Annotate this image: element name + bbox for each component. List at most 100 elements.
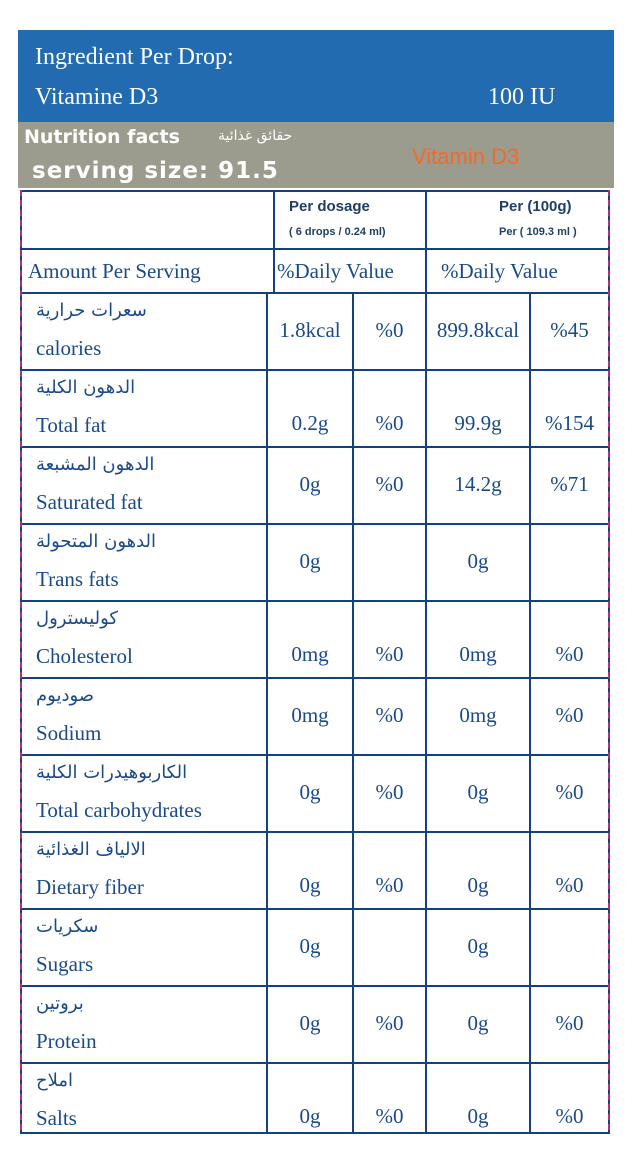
per-dosage-percent: %0 xyxy=(375,318,404,342)
per-dosage-amount-cell: 0mg xyxy=(268,679,354,756)
per-100g-percent-cell: %0 xyxy=(531,833,608,910)
nutrient-name-ar: الدهون المشبعة xyxy=(36,454,155,475)
nutrient-name-ar: سعرات حرارية xyxy=(36,300,147,321)
per-100g-percent-cell: %0 xyxy=(531,756,608,833)
per-dosage-amount-cell: 1.8kcal xyxy=(268,294,354,371)
per-100g-percent: %0 xyxy=(555,873,584,897)
per-100g-amount-cell: 899.8kcal xyxy=(427,294,531,371)
per-100g-percent: %0 xyxy=(555,642,584,666)
nutrient-label-cell: الدهون المشبعة Saturated fat xyxy=(22,448,268,525)
per-100g-amount-cell: 0g xyxy=(427,525,531,602)
per-dosage-percent-cell: %0 xyxy=(354,833,427,910)
per-dosage-amount-cell: 0g xyxy=(268,833,354,910)
per-100g-percent: %71 xyxy=(550,472,589,496)
per-100g-percent-cell: %45 xyxy=(531,294,608,371)
per-dosage-percent: %0 xyxy=(375,780,404,804)
per-dosage-amount: 1.8kcal xyxy=(279,318,341,342)
per-100g-amount-cell: 0mg xyxy=(427,679,531,756)
per-100g-amount-cell: 0g xyxy=(427,1064,531,1132)
per-100g-percent: %0 xyxy=(555,1011,584,1035)
per-dosage-percent: %0 xyxy=(375,1011,404,1035)
per-dosage-amount: 0mg xyxy=(291,703,329,727)
per-dosage-percent-cell xyxy=(354,525,427,602)
nutrient-name-en: Saturated fat xyxy=(36,490,143,514)
nutrient-name-ar: املاح xyxy=(36,1070,74,1091)
per-dosage-amount-cell: 0g xyxy=(268,1064,354,1132)
per-dosage-amount-cell: 0mg xyxy=(268,602,354,679)
nutrient-name-ar: الالياف الغذائية xyxy=(36,839,146,860)
per-dosage-percent: %0 xyxy=(375,642,404,666)
nutrition-table: Per dosage ( 6 drops / 0.24 ml) Per (100… xyxy=(20,190,610,1134)
per-dosage-amount-cell: 0.2g xyxy=(268,371,354,448)
per-100g-amount: 0g xyxy=(467,549,489,573)
per-100g-amount: 899.8kcal xyxy=(436,318,520,342)
header-blank-cell xyxy=(22,192,275,250)
per-100g-amount-cell: 0mg xyxy=(427,602,531,679)
per-dosage-percent: %0 xyxy=(375,873,404,897)
per-100g-percent: %154 xyxy=(545,411,594,435)
nutrient-label-cell: الكاربوهيدرات الكلية Total carbohydrates xyxy=(22,756,268,833)
per-100g-amount-cell: 99.9g xyxy=(427,371,531,448)
per-100g-amount-cell: 14.2g xyxy=(427,448,531,525)
per-dosage-amount: 0mg xyxy=(291,642,329,666)
per-100g-percent-cell xyxy=(531,525,608,602)
per-dosage-amount: 0g xyxy=(299,934,321,958)
daily-value-header-2: %Daily Value xyxy=(427,250,608,294)
per-dosage-percent: %0 xyxy=(375,472,404,496)
per-100g-percent-cell: %71 xyxy=(531,448,608,525)
per-dosage-percent-cell: %0 xyxy=(354,679,427,756)
per-dosage-percent-cell: %0 xyxy=(354,448,427,525)
nutrient-label-cell: سكريات Sugars xyxy=(22,910,268,987)
per-dosage-amount-cell: 0g xyxy=(268,525,354,602)
per-100g-percent-cell: %0 xyxy=(531,1064,608,1132)
per-100g-header: Per (100g) Per ( 109.3 ml ) xyxy=(427,192,608,250)
per-dosage-percent-cell: %0 xyxy=(354,602,427,679)
ingredient-name: Vitamine D3 xyxy=(35,84,159,110)
left-edge-mark xyxy=(20,190,24,1130)
per-100g-amount: 0mg xyxy=(459,642,497,666)
per-100g-percent: %45 xyxy=(550,318,589,342)
nutrient-name-en: Sodium xyxy=(36,721,102,745)
nutrient-name-en: Salts xyxy=(36,1106,77,1130)
per-dosage-amount-cell: 0g xyxy=(268,910,354,987)
amount-per-serving-label: Amount Per Serving xyxy=(28,259,201,283)
per-dosage-percent-cell: %0 xyxy=(354,987,427,1064)
per-100g-percent-cell: %154 xyxy=(531,371,608,448)
per-dosage-title: Per dosage xyxy=(289,198,370,215)
nutrient-name-en: Dietary fiber xyxy=(36,875,144,899)
per-dosage-header: Per dosage ( 6 drops / 0.24 ml) xyxy=(275,192,427,250)
per-100g-percent-cell: %0 xyxy=(531,602,608,679)
daily-value-header-1: %Daily Value xyxy=(275,250,427,294)
per-dosage-amount: 0g xyxy=(299,873,321,897)
nutrient-label-cell: سعرات حرارية calories xyxy=(22,294,268,371)
nutrient-label-cell: الدهون الكلية Total fat xyxy=(22,371,268,448)
per-100g-percent: %0 xyxy=(555,1104,584,1128)
right-edge-mark xyxy=(608,190,612,1130)
per-dosage-amount: 0g xyxy=(299,472,321,496)
per-dosage-percent: %0 xyxy=(375,411,404,435)
nutrition-banner: Nutrition facts حقائق غذائية serving siz… xyxy=(18,122,614,188)
nutrient-name-ar: كوليسترول xyxy=(36,608,118,629)
per-100g-amount: 0g xyxy=(467,873,489,897)
per-dosage-amount: 0g xyxy=(299,549,321,573)
nutrition-facts-title: Nutrition facts xyxy=(24,126,180,148)
nutrient-name-en: Sugars xyxy=(36,952,94,976)
per-100g-amount-cell: 0g xyxy=(427,833,531,910)
per-100g-percent-cell: %0 xyxy=(531,987,608,1064)
per-dosage-amount-cell: 0g xyxy=(268,448,354,525)
per-dosage-percent-cell: %0 xyxy=(354,756,427,833)
serving-size: serving size: 91.5 xyxy=(32,158,279,184)
nutrient-name-en: Cholesterol xyxy=(36,644,133,668)
per-dosage-percent-cell xyxy=(354,910,427,987)
ingredient-header: Ingredient Per Drop: Vitamine D3 100 IU xyxy=(18,30,614,122)
per-100g-subtitle: Per ( 109.3 ml ) xyxy=(499,226,577,238)
per-100g-percent-cell: %0 xyxy=(531,679,608,756)
nutrient-name-ar: الدهون المتحولة xyxy=(36,531,157,552)
nutrient-name-ar: صوديوم xyxy=(36,685,95,706)
nutrient-name-ar: بروتين xyxy=(36,993,84,1014)
nutrient-name-en: calories xyxy=(36,336,102,360)
per-dosage-amount-cell: 0g xyxy=(268,987,354,1064)
nutrient-name-en: Trans fats xyxy=(36,567,119,591)
ingredient-amount: 100 IU xyxy=(488,84,556,110)
nutrient-name-ar: الكاربوهيدرات الكلية xyxy=(36,762,188,783)
